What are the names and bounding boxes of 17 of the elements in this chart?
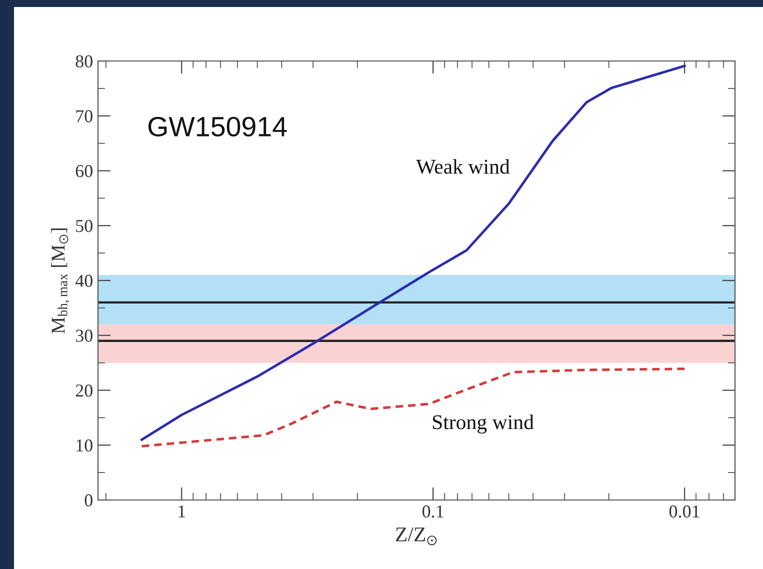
- annotation: Weak wind: [416, 159, 510, 174]
- annotation: GW150914: [148, 116, 287, 136]
- x-tick-label: 0.1: [422, 505, 444, 518]
- y-tick-label: 60: [76, 165, 92, 178]
- y-tick-label: 70: [76, 110, 92, 122]
- y-tick-label: 10: [76, 439, 92, 452]
- x-tick-label: 1: [178, 505, 186, 518]
- annotation: Strong wind: [432, 414, 534, 434]
- y-tick-label: 20: [76, 384, 92, 397]
- y-tick-label: 50: [76, 220, 92, 232]
- y-tick-label: 80: [76, 55, 92, 68]
- y-tick-label: 40: [75, 274, 92, 287]
- y-tick-label: 30: [76, 330, 92, 342]
- x-axis-title: Z/Z$_{⊙}$: [396, 527, 437, 546]
- x-tick-label: 0.01: [669, 505, 700, 518]
- y-axis-title: M$_{bh,max}$ [M$_{⊙}$]: [51, 228, 70, 334]
- y-tick-label: 0: [84, 494, 92, 506]
